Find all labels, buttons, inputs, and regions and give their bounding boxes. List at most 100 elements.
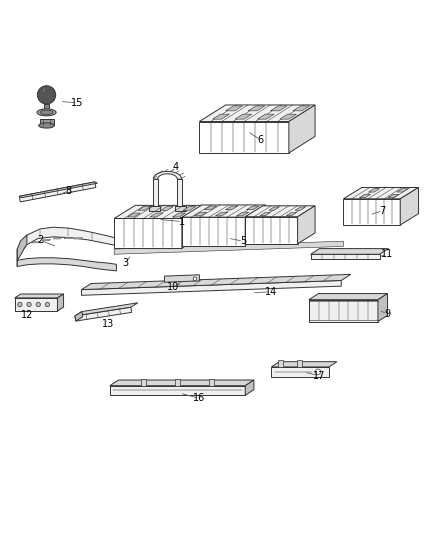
- Ellipse shape: [37, 109, 56, 116]
- Polygon shape: [397, 189, 408, 192]
- Polygon shape: [44, 103, 49, 111]
- Polygon shape: [173, 213, 186, 217]
- Polygon shape: [153, 179, 158, 206]
- Text: 8: 8: [65, 186, 71, 196]
- Polygon shape: [194, 212, 207, 216]
- Polygon shape: [343, 199, 400, 225]
- Polygon shape: [226, 206, 238, 210]
- Polygon shape: [245, 205, 265, 246]
- Text: 5: 5: [240, 236, 246, 246]
- Polygon shape: [247, 206, 259, 210]
- Ellipse shape: [39, 123, 54, 128]
- Text: 14: 14: [265, 287, 278, 297]
- Polygon shape: [272, 362, 337, 367]
- Polygon shape: [245, 206, 315, 217]
- Polygon shape: [293, 106, 310, 111]
- Polygon shape: [280, 114, 297, 119]
- Polygon shape: [226, 106, 243, 111]
- Polygon shape: [74, 238, 83, 239]
- Polygon shape: [309, 300, 378, 321]
- Polygon shape: [31, 241, 40, 243]
- Polygon shape: [153, 172, 182, 179]
- Polygon shape: [114, 241, 343, 254]
- Polygon shape: [141, 379, 146, 386]
- Polygon shape: [14, 298, 57, 311]
- Polygon shape: [114, 219, 182, 248]
- Polygon shape: [150, 213, 163, 217]
- Polygon shape: [81, 274, 351, 289]
- Polygon shape: [235, 114, 252, 119]
- Polygon shape: [295, 207, 305, 211]
- Polygon shape: [278, 360, 283, 367]
- Polygon shape: [209, 379, 214, 386]
- Ellipse shape: [40, 110, 53, 115]
- Text: 11: 11: [381, 249, 393, 259]
- Text: 6: 6: [258, 135, 264, 145]
- Polygon shape: [114, 205, 203, 219]
- Polygon shape: [138, 206, 151, 211]
- Polygon shape: [258, 114, 274, 119]
- Polygon shape: [177, 179, 182, 206]
- Polygon shape: [260, 213, 271, 216]
- Text: 10: 10: [167, 282, 179, 293]
- Polygon shape: [75, 311, 83, 321]
- Text: 1: 1: [179, 216, 185, 227]
- Polygon shape: [368, 189, 380, 192]
- Polygon shape: [19, 182, 96, 202]
- Polygon shape: [248, 106, 265, 111]
- Polygon shape: [149, 206, 160, 212]
- Polygon shape: [182, 205, 203, 248]
- Polygon shape: [212, 114, 230, 119]
- Polygon shape: [127, 213, 141, 217]
- Polygon shape: [160, 206, 173, 211]
- Polygon shape: [297, 206, 315, 244]
- Text: 15: 15: [71, 98, 83, 108]
- Polygon shape: [289, 105, 315, 153]
- Polygon shape: [17, 227, 117, 266]
- Text: 16: 16: [193, 393, 205, 403]
- Circle shape: [18, 302, 22, 306]
- Text: 4: 4: [172, 162, 178, 172]
- Polygon shape: [39, 119, 53, 125]
- Polygon shape: [297, 360, 302, 367]
- Polygon shape: [359, 195, 371, 198]
- Polygon shape: [378, 294, 388, 321]
- Circle shape: [37, 86, 56, 104]
- Polygon shape: [311, 248, 389, 254]
- Text: 7: 7: [380, 206, 386, 216]
- Polygon shape: [110, 386, 245, 395]
- Polygon shape: [245, 380, 254, 395]
- Polygon shape: [57, 294, 64, 311]
- Polygon shape: [205, 206, 217, 210]
- Polygon shape: [215, 212, 228, 216]
- Polygon shape: [164, 275, 199, 282]
- Text: 12: 12: [21, 310, 33, 320]
- Circle shape: [315, 369, 321, 374]
- Polygon shape: [182, 217, 245, 246]
- Polygon shape: [245, 217, 297, 244]
- Text: 17: 17: [313, 370, 325, 381]
- Polygon shape: [199, 122, 289, 153]
- Polygon shape: [271, 106, 287, 111]
- Polygon shape: [199, 105, 315, 122]
- Polygon shape: [17, 258, 117, 271]
- Polygon shape: [183, 206, 196, 211]
- Text: 13: 13: [102, 319, 114, 329]
- Polygon shape: [81, 280, 341, 295]
- Text: 3: 3: [122, 258, 128, 268]
- Polygon shape: [17, 235, 27, 261]
- Circle shape: [36, 302, 40, 306]
- Circle shape: [45, 302, 49, 306]
- Polygon shape: [311, 254, 380, 259]
- Polygon shape: [388, 195, 399, 198]
- Polygon shape: [237, 212, 249, 216]
- Polygon shape: [343, 188, 419, 199]
- Polygon shape: [19, 182, 97, 198]
- Circle shape: [193, 277, 197, 280]
- Text: 2: 2: [37, 235, 43, 245]
- Polygon shape: [272, 367, 329, 376]
- Polygon shape: [309, 294, 388, 300]
- Polygon shape: [286, 213, 297, 216]
- Polygon shape: [175, 379, 180, 386]
- Polygon shape: [182, 205, 265, 217]
